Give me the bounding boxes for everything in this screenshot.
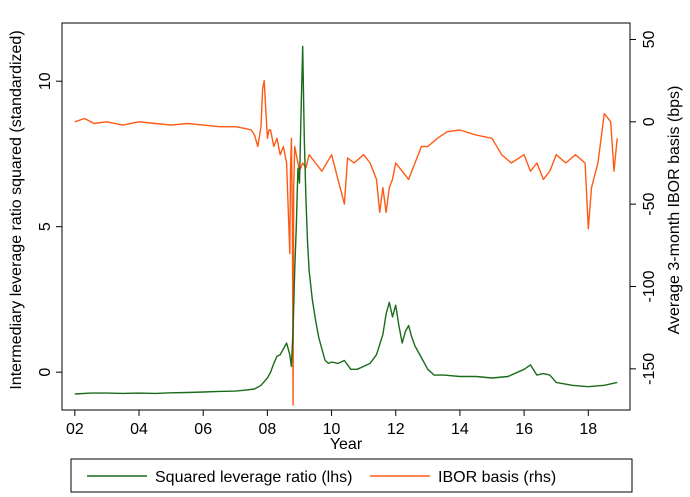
x-tick-label: 12 — [387, 421, 405, 438]
y-right-tick-label: -50 — [641, 192, 658, 215]
legend-label-leverage: Squared leverage ratio (lhs) — [155, 469, 352, 486]
x-axis: 02 04 06 08 10 12 14 16 18 — [66, 410, 597, 438]
x-tick-label: 16 — [515, 421, 533, 438]
series-line-leverage — [74, 45, 618, 395]
y-axis-left: 0 5 10 — [37, 72, 62, 377]
x-tick-label: 06 — [194, 421, 212, 438]
plot-area-frame — [61, 22, 631, 411]
x-tick-label: 10 — [323, 421, 341, 438]
y-right-tick-label: -150 — [641, 353, 658, 385]
y-right-tick-label: 0 — [641, 117, 658, 126]
x-tick-label: 18 — [579, 421, 597, 438]
x-tick-label: 02 — [66, 421, 84, 438]
legend-box — [70, 458, 633, 493]
series-layer — [74, 45, 618, 406]
y-left-tick-label: 10 — [37, 72, 54, 90]
y-axis-left-title: Intermediary leverage ratio squared (sta… — [8, 30, 25, 389]
x-tick-label: 14 — [451, 421, 469, 438]
y-left-tick-label: 0 — [37, 368, 54, 377]
y-right-tick-label: 50 — [641, 30, 658, 48]
x-tick-label: 08 — [258, 421, 276, 438]
x-axis-title: Year — [330, 436, 363, 453]
y-left-tick-label: 5 — [37, 222, 54, 231]
legend-label-ibor: IBOR basis (rhs) — [438, 469, 556, 486]
y-right-tick-label: -100 — [641, 270, 658, 302]
y-axis-right-title: Average 3-month IBOR basis (bps) — [666, 86, 683, 335]
legend: Squared leverage ratio (lhs) IBOR basis … — [70, 458, 633, 493]
x-tick-label: 04 — [130, 421, 148, 438]
series-line-ibor — [74, 79, 618, 406]
y-axis-right: 50 0 -50 -100 -150 — [630, 30, 658, 385]
